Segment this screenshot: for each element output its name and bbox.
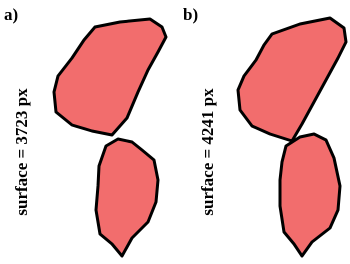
panel-caption: surface = 4241 px [198,88,217,216]
figure: a) surface = 3723 px b) surface = 4241 p… [0,0,350,264]
panel-label: a) [4,5,18,24]
panel-a: a) surface = 3723 px [4,5,166,256]
upper-region [238,18,346,141]
panel-label: b) [183,5,198,24]
panel-caption: surface = 3723 px [12,88,31,216]
lower-region [96,139,158,256]
panel-b: b) surface = 4241 px [183,5,346,256]
upper-region [54,19,166,135]
lower-region [280,134,340,256]
